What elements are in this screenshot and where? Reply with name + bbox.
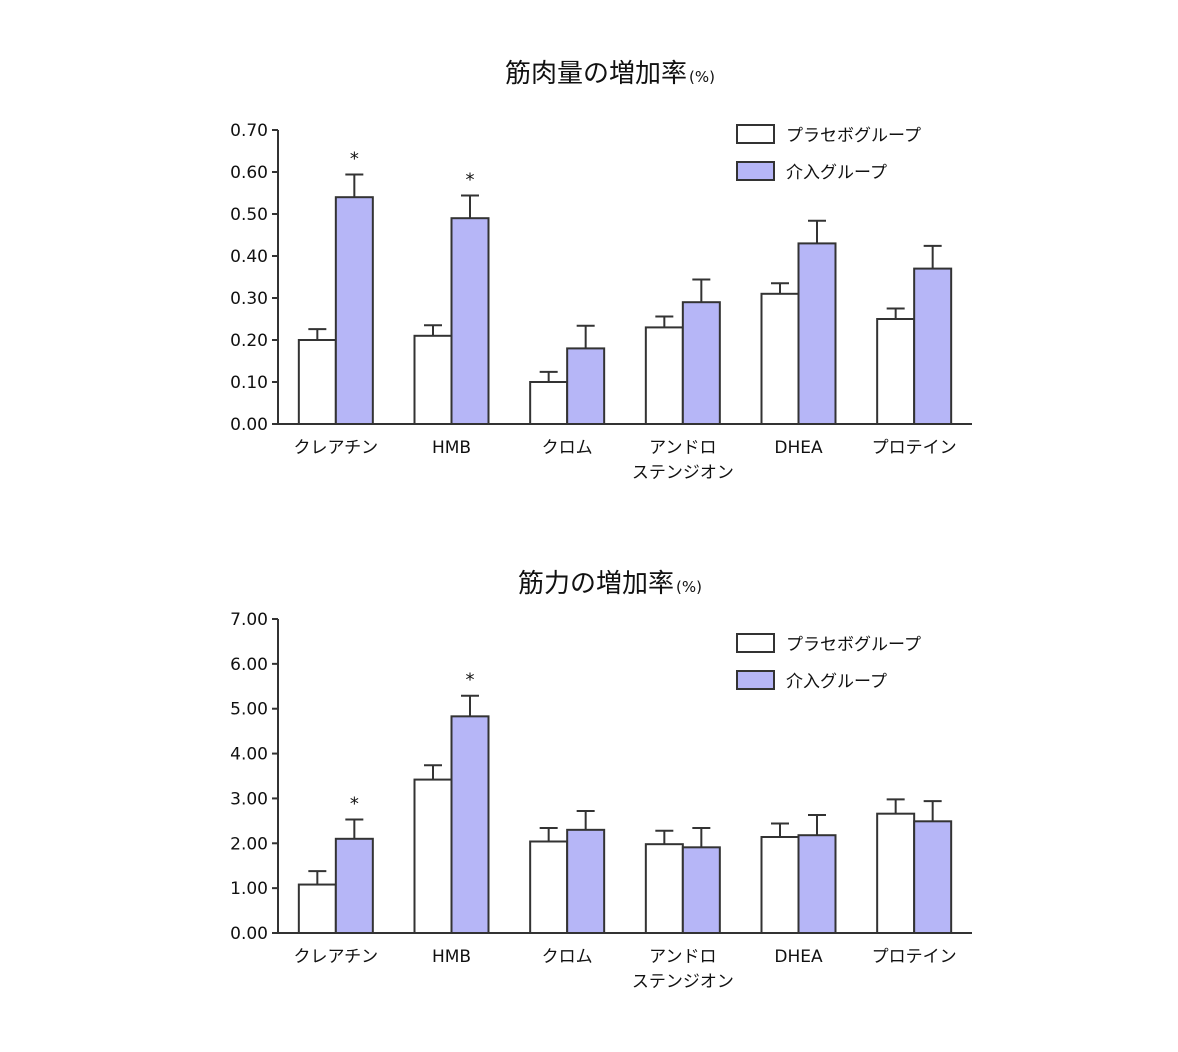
legend-label-placebo: プラセボグループ — [786, 635, 921, 655]
category-label: プロテイン — [872, 438, 957, 458]
category-label: クロム — [542, 947, 593, 967]
category-label: アンドロ — [649, 438, 716, 458]
y-tick-label: 6.00 — [230, 655, 268, 675]
bar-placebo — [876, 812, 916, 934]
y-tick-label: 0.40 — [230, 247, 268, 267]
plot-area: 0.00 0.10 0.20 0.30 0.40 0.50 0.60 0.70 * クレアチン * H… — [230, 121, 972, 483]
y-tick-label: 3.00 — [230, 789, 268, 809]
y-tick-label: 0.20 — [230, 331, 268, 351]
chart-title-unit: (%) — [676, 578, 702, 596]
significance-marker: * — [466, 170, 475, 191]
legend: プラセボグループ 介入グループ — [736, 124, 921, 183]
y-tick-label: 7.00 — [230, 610, 268, 630]
bar-intervention — [681, 301, 721, 426]
bar-placebo — [876, 318, 916, 425]
y-tick-label: 0.30 — [230, 289, 268, 309]
bar-placebo — [413, 334, 453, 425]
bar-intervention — [913, 267, 953, 425]
bar-intervention — [450, 217, 490, 425]
category-label: HMB — [432, 438, 471, 458]
bar-placebo — [529, 381, 569, 425]
legend-label-intervention: 介入グループ — [786, 672, 887, 692]
category-label: HMB — [432, 947, 471, 967]
y-tick-label: 0.00 — [230, 415, 268, 435]
bar-intervention — [797, 242, 837, 425]
category-label: クロム — [542, 438, 593, 458]
bar-placebo — [297, 339, 337, 425]
category-label: クレアチン — [293, 438, 378, 458]
category-label: DHEA — [774, 438, 823, 458]
y-tick-label: 4.00 — [230, 745, 268, 765]
category-label: DHEA — [774, 947, 823, 967]
bar-intervention — [797, 834, 837, 934]
plot-area: 0.00 1.00 2.00 3.00 4.00 5.00 6.00 7.00 * クレアチン * H… — [230, 610, 972, 992]
muscle-strength-chart: 筋力の増加率 (%) 0.00 1.00 2.00 3.00 4.00 5.00 6.00 7.… — [230, 569, 972, 992]
bar-placebo — [297, 883, 337, 934]
significance-marker: * — [466, 670, 475, 691]
bar-intervention — [450, 715, 490, 935]
svg-text:筋力の増加率(%): 筋力の増加率 (%) — [518, 569, 702, 599]
category-label: アンドロ — [649, 947, 716, 967]
significance-marker: * — [350, 794, 359, 815]
bar-intervention — [913, 820, 953, 935]
y-tick-label: 0.00 — [230, 924, 268, 944]
legend-label-placebo: プラセボグループ — [786, 126, 921, 146]
y-tick-label: 0.60 — [230, 163, 268, 183]
svg-text:筋肉量の増加率(%): 筋肉量の増加率 (%) — [505, 59, 715, 89]
chart-title: 筋肉量の増加率 — [505, 59, 687, 89]
category-label: クレアチン — [293, 947, 378, 967]
chart-title: 筋力の増加率 — [518, 569, 674, 599]
category-label: プロテイン — [872, 947, 957, 967]
bar-intervention — [566, 828, 606, 934]
bar-placebo — [529, 840, 569, 935]
bar-intervention — [334, 196, 374, 425]
bar-intervention — [334, 837, 374, 934]
bar-placebo — [413, 778, 453, 934]
bar-intervention — [566, 347, 606, 425]
legend-label-intervention: 介入グループ — [786, 163, 887, 183]
category-label: ステンジオン — [632, 463, 734, 483]
y-tick-label: 2.00 — [230, 834, 268, 854]
legend-swatch-intervention — [736, 161, 775, 181]
chart-title-unit: (%) — [689, 68, 715, 86]
y-tick-label: 1.00 — [230, 879, 268, 899]
bar-placebo — [644, 843, 684, 935]
y-tick-label: 5.00 — [230, 700, 268, 720]
category-label: ステンジオン — [632, 972, 734, 992]
y-tick-label: 0.10 — [230, 373, 268, 393]
legend: プラセボグループ 介入グループ — [736, 633, 921, 692]
legend-swatch-placebo — [736, 633, 775, 653]
bar-placebo — [760, 836, 800, 935]
significance-marker: * — [350, 149, 359, 170]
muscle-mass-chart: 筋肉量の増加率 (%) 0.000.100.200.300.400.500.600… — [230, 59, 972, 483]
bar-intervention — [681, 846, 721, 935]
y-tick-label: 0.70 — [230, 121, 268, 141]
bar-placebo — [644, 326, 684, 425]
y-tick-label: 0.50 — [230, 205, 268, 225]
legend-swatch-placebo — [736, 124, 775, 144]
legend-swatch-intervention — [736, 670, 775, 690]
bar-placebo — [760, 292, 800, 425]
